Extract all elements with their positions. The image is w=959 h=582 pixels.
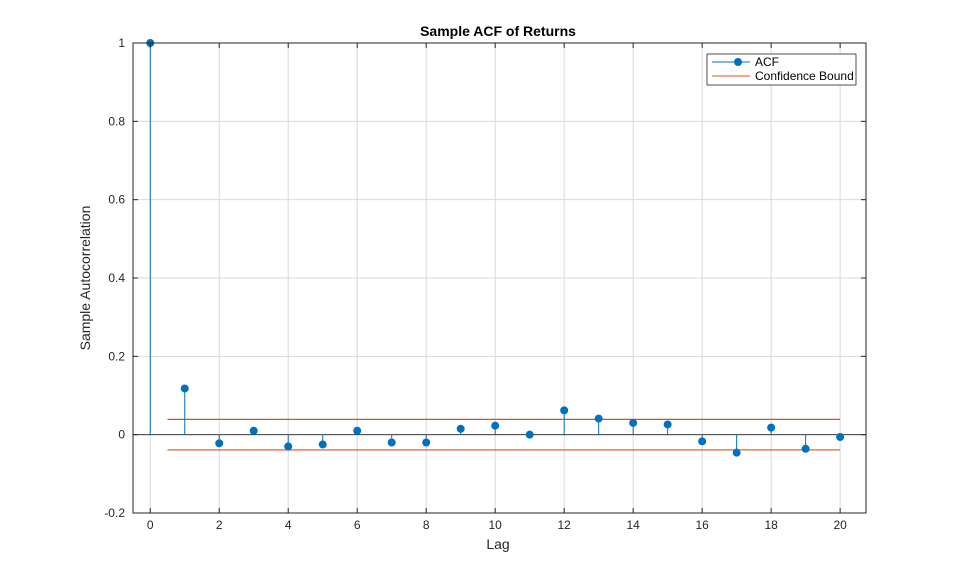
y-tick-label: 0.2	[108, 349, 125, 363]
y-tick-label: 0.6	[108, 193, 125, 207]
legend-box	[706, 53, 857, 86]
acf-point	[387, 438, 396, 447]
x-tick-label: 16	[695, 518, 709, 532]
acf-point	[629, 418, 638, 427]
acf-point	[284, 442, 293, 451]
x-tick-label: 2	[216, 518, 223, 532]
ticks: 0 2 4 6 8 10 12 14 16 18 20 -0.2 0 0.2 0.4 0.6 0.8 1	[104, 36, 866, 532]
y-axis-label: Sample Autocorrelation	[77, 206, 93, 351]
acf-point	[801, 444, 810, 453]
x-tick-label: 14	[626, 518, 640, 532]
acf-point	[353, 426, 362, 435]
x-tick-label: 4	[285, 518, 292, 532]
acf-point	[422, 438, 431, 447]
x-tick-label: 0	[147, 518, 154, 532]
y-tick-label: 0.4	[108, 271, 125, 285]
acf-point	[318, 440, 327, 449]
chart-title: Sample ACF of Returns	[420, 23, 576, 39]
y-tick-label: 1	[118, 36, 125, 50]
legend-acf-label: ACF	[755, 55, 779, 69]
acf-point	[456, 424, 465, 433]
acf-point	[215, 439, 224, 448]
acf-point	[525, 430, 534, 439]
data-marks	[133, 39, 866, 457]
acf-point	[180, 384, 189, 393]
acf-point	[491, 421, 500, 430]
x-tick-label: 18	[764, 518, 778, 532]
legend: ACF Confidence Bound	[706, 53, 857, 86]
legend-bound-label: Confidence Bound	[755, 69, 854, 83]
x-tick-label: 10	[489, 518, 503, 532]
acf-point	[663, 420, 672, 429]
x-tick-label: 12	[557, 518, 571, 532]
acf-point	[698, 437, 707, 446]
x-axis-label: Lag	[486, 536, 509, 552]
acf-point	[836, 433, 845, 442]
x-tick-label: 20	[833, 518, 847, 532]
acf-point	[732, 448, 741, 457]
y-tick-label: 0.8	[108, 114, 125, 128]
acf-point	[594, 414, 603, 423]
legend-acf-marker	[734, 58, 742, 66]
acf-point	[560, 406, 569, 415]
y-tick-label: -0.2	[104, 506, 125, 520]
acf-point	[767, 423, 776, 432]
acf-point	[249, 426, 258, 435]
y-tick-label: 0	[118, 428, 125, 442]
x-tick-label: 6	[354, 518, 361, 532]
x-tick-label: 8	[423, 518, 430, 532]
